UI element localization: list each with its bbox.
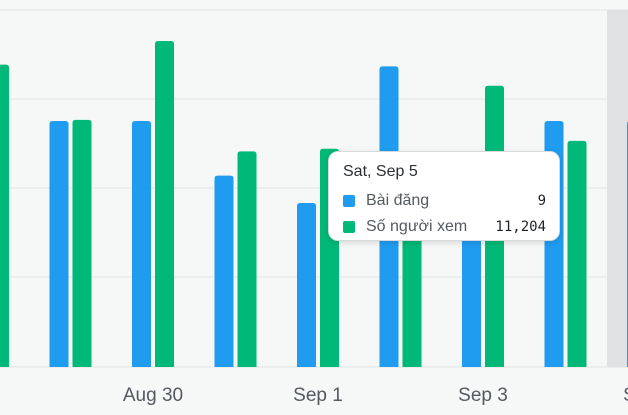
tooltip-label-viewers: Số người xem (366, 218, 468, 235)
bar-viewers-1 (72, 119, 92, 367)
tooltip-label-posts: Bài đăng (366, 192, 430, 209)
tooltip-value-viewers: 11,204 (495, 219, 546, 235)
tooltip-value-posts: 9 (537, 193, 546, 209)
tooltip-row-viewers: Số người xem 11,204 (343, 214, 546, 240)
tooltip-swatch-posts (343, 195, 355, 207)
tooltip-title: Sat, Sep 5 (343, 163, 418, 180)
bar-posts-4 (297, 203, 316, 367)
highlight-band (607, 10, 628, 367)
x-axis: Aug 30 Sep 1 Sep 3 Sep 5 (123, 385, 628, 406)
x-tick-label-8: Sep 5 (623, 385, 628, 406)
bar-viewers-7 (567, 140, 587, 367)
bar-viewers-0 (0, 64, 9, 367)
x-tick-label-4: Sep 1 (293, 385, 343, 406)
bar-posts-3 (214, 175, 234, 367)
tooltip-swatch-viewers (343, 221, 355, 233)
hover-highlight (607, 10, 628, 367)
bar-posts-2 (132, 121, 151, 367)
tooltip-row-posts: Bài đăng 9 (343, 188, 546, 214)
bar-posts-1 (49, 121, 69, 367)
bar-viewers-5 (402, 230, 422, 367)
x-tick-label-2: Aug 30 (123, 385, 183, 406)
chart-tooltip: Sat, Sep 5 Bài đăng 9 Số người xem 11,20… (328, 151, 560, 241)
bar-posts-6 (462, 203, 481, 367)
bar-viewers-3 (237, 151, 257, 367)
bar-viewers-2 (155, 41, 174, 367)
x-tick-label-6: Sep 3 (458, 385, 508, 406)
